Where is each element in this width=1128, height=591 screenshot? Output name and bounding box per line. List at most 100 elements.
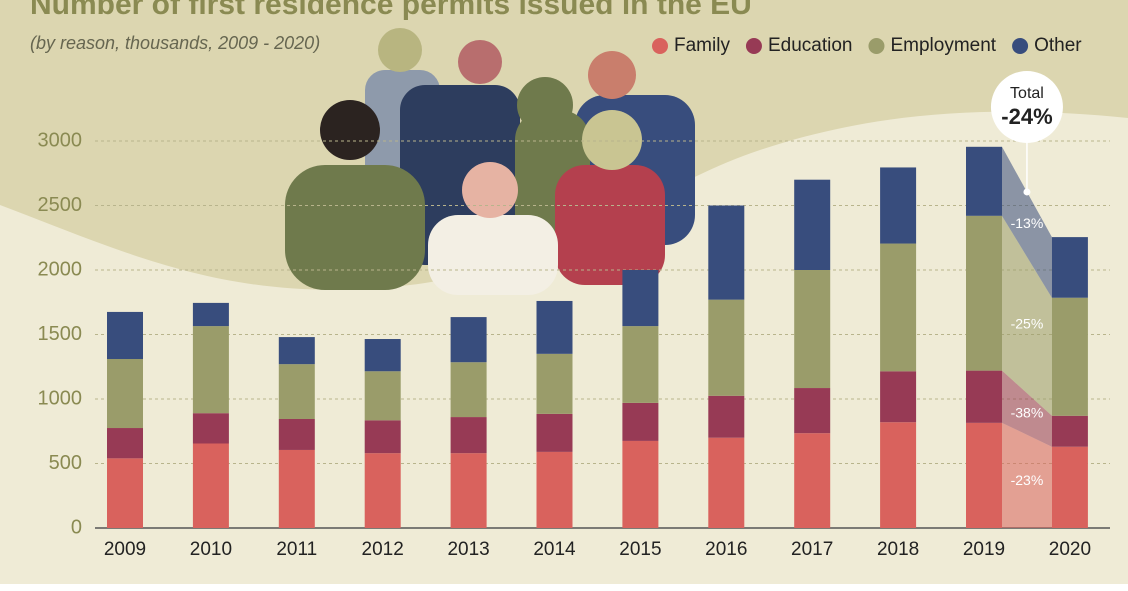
x-tick-label: 2013 — [447, 539, 489, 560]
bar-segment — [536, 353, 573, 414]
bar-segment — [107, 359, 143, 429]
chart-title: Number of first residence permits issued… — [30, 0, 752, 21]
bar-segment — [450, 453, 487, 528]
bar-segment — [622, 326, 659, 403]
bar-segment — [622, 402, 659, 441]
bar-segment — [536, 300, 573, 354]
person-head — [320, 100, 380, 160]
person — [428, 215, 558, 295]
total-change: -24% — [1001, 104, 1052, 129]
bar-segment — [192, 413, 229, 444]
bar-segment — [966, 146, 1002, 216]
bar-segment — [450, 362, 487, 418]
legend-swatch — [1012, 38, 1029, 54]
x-tick-label: 2010 — [190, 539, 232, 560]
chart-subtitle: (by reason, thousands, 2009 - 2020) — [30, 33, 320, 53]
x-tick-label: 2015 — [619, 539, 661, 560]
person-head — [517, 77, 573, 133]
person-head — [588, 51, 636, 99]
change-band — [1002, 215, 1052, 416]
person — [285, 165, 425, 290]
legend-label: Employment — [890, 35, 996, 56]
legend-label: Education — [768, 35, 853, 56]
bar-segment — [278, 337, 315, 365]
person-head — [458, 40, 502, 84]
x-tick-label: 2011 — [276, 539, 317, 560]
person-head — [582, 110, 642, 170]
illustration — [285, 28, 695, 295]
callout-dot — [1023, 188, 1031, 196]
bar-segment — [708, 205, 745, 300]
legend-label: Family — [674, 35, 730, 56]
bar-segment — [278, 364, 315, 419]
change-band — [1002, 422, 1052, 528]
bar-segment — [536, 413, 573, 452]
bar-segment — [1051, 297, 1088, 416]
bar-segment — [536, 451, 573, 528]
bar-segment — [364, 420, 401, 454]
bar-segment — [1051, 415, 1088, 447]
bar-segment — [794, 179, 831, 270]
bar-segment — [278, 449, 315, 528]
x-tick-label: 2017 — [791, 539, 833, 560]
change-band — [1002, 370, 1052, 447]
bar-segment — [880, 371, 917, 423]
bar-segment — [966, 422, 1002, 528]
bar-segment — [107, 428, 143, 459]
change-label: -25% — [1011, 316, 1044, 332]
x-tick-label: 2016 — [705, 539, 747, 560]
bar-segment — [1051, 446, 1088, 528]
y-tick-label: 1000 — [38, 387, 83, 409]
bar-segment — [794, 270, 831, 389]
bar-segment — [364, 339, 401, 372]
change-label: -38% — [1011, 405, 1044, 421]
bar-segment — [192, 326, 229, 414]
bar-segment — [708, 395, 745, 438]
bar-segment — [192, 302, 229, 327]
bar-segment — [450, 417, 487, 454]
legend-label: Other — [1034, 35, 1082, 56]
bar-segment — [966, 215, 1002, 371]
bar-segment — [107, 458, 143, 528]
x-tick-label: 2019 — [963, 539, 1005, 560]
bar-segment — [622, 440, 659, 528]
total-bubble — [990, 71, 1063, 143]
bar-segment — [708, 437, 745, 528]
change-label: -23% — [1011, 472, 1044, 488]
change-label: -13% — [1011, 215, 1044, 231]
total-label: Total — [1010, 85, 1044, 102]
y-tick-label: 3000 — [38, 129, 83, 151]
bar-segment — [794, 388, 831, 434]
bar-segment — [192, 443, 229, 528]
bar-segment — [364, 453, 401, 528]
bar-segment — [107, 311, 143, 360]
y-tick-label: 1500 — [38, 323, 83, 345]
bar-segment — [880, 422, 917, 528]
person-head — [378, 28, 422, 72]
person-head — [462, 162, 518, 218]
x-tick-label: 2012 — [362, 539, 404, 560]
bar-segment — [708, 299, 745, 396]
change-band — [1002, 146, 1052, 298]
bar-segment — [966, 370, 1002, 423]
legend-swatch — [745, 38, 762, 54]
bar-segment — [880, 243, 917, 372]
bar-segment — [622, 270, 659, 327]
x-tick-label: 2014 — [533, 539, 576, 560]
y-tick-label: 2000 — [38, 258, 83, 280]
y-tick-label: 0 — [71, 516, 82, 538]
y-tick-label: 2500 — [38, 194, 83, 216]
bar-segment — [794, 433, 831, 528]
legend-swatch — [652, 38, 668, 54]
y-tick-label: 500 — [49, 452, 82, 474]
bar-segment — [364, 371, 401, 421]
x-tick-label: 2018 — [877, 539, 919, 560]
person — [555, 165, 665, 285]
legend-swatch — [868, 38, 885, 54]
x-tick-label: 2009 — [104, 539, 146, 560]
bar-segment — [880, 167, 917, 244]
bar-segment — [1051, 237, 1088, 298]
bar-segment — [278, 418, 315, 450]
legend: Family Education Employment Other — [652, 35, 1082, 56]
